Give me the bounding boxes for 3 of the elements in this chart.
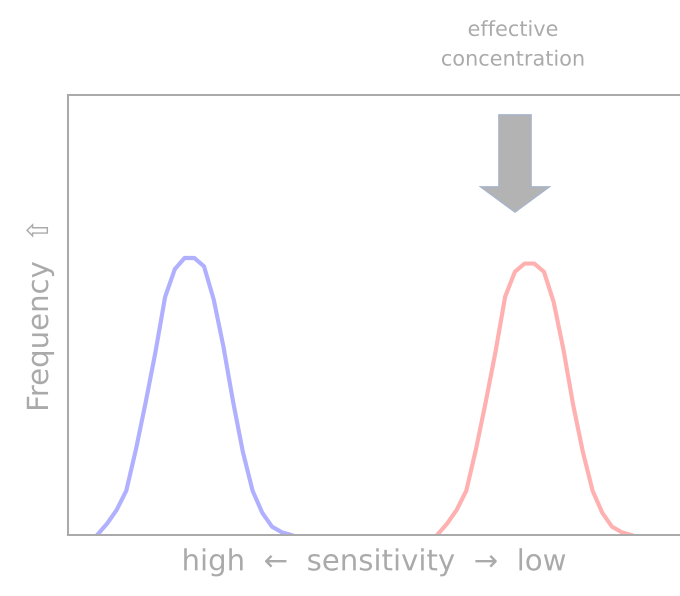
y-axis-title: Frequency ⇧ — [26, 223, 54, 409]
x-axis-title: high ← sensitivity → low — [184, 548, 566, 576]
text: effective concentration — [442, 20, 584, 66]
